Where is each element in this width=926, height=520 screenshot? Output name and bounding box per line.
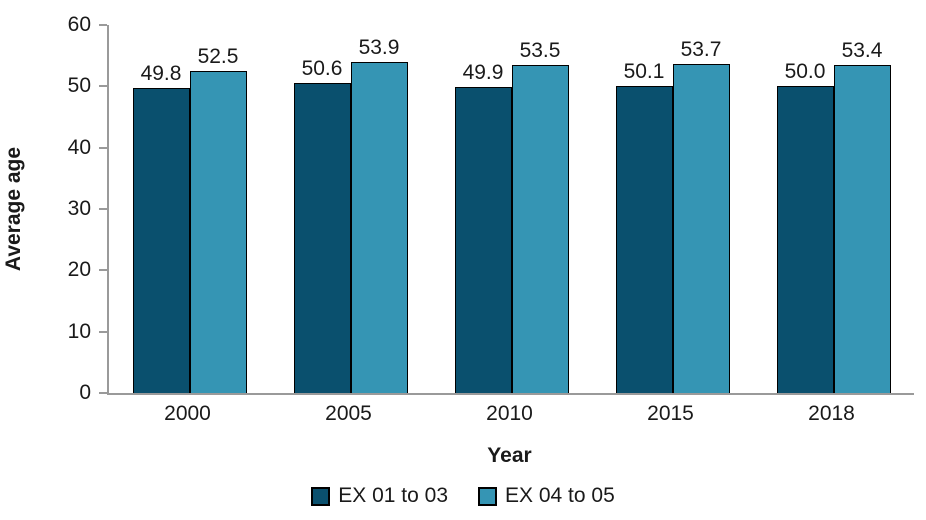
y-tick-label: 30 [67,197,91,220]
bar-ex-01-to-03-2018 [776,86,834,393]
bar-group-2015: 50.1 53.7 [592,25,753,393]
bar-ex-04-to-05-2010 [511,64,569,393]
bar-ex-01-to-03-2000 [132,87,190,393]
x-tick-label-2018: 2018 [808,402,855,425]
y-tick-label: 0 [79,381,91,404]
bar-ex-04-to-05-2015 [672,63,730,393]
bar-value-label: 53.5 [519,38,561,62]
plot-area: 0 10 20 30 40 50 60 49.8 52.5 50.6 53.9 49.9 53.5 50… [68,14,914,404]
bar-ex-04-to-05-2000 [189,71,247,393]
bar-value-label: 49.8 [140,61,182,85]
bar-group-2000: 49.8 52.5 [109,25,270,393]
bar-ex-01-to-03-2005 [293,82,351,393]
bar-value-label: 53.4 [841,39,883,63]
bar-ex-01-to-03-2015 [615,85,673,393]
bar-value-label: 53.9 [358,36,400,60]
bar-group-2010: 49.9 53.5 [431,25,592,393]
bar-wrap: 49.8 [132,63,190,393]
bar-wrap: 52.5 [189,46,247,393]
y-tick-label: 40 [67,135,91,159]
x-tick-label-2005: 2005 [325,402,372,425]
x-tick-label-2000: 2000 [164,402,211,425]
x-tick-label-2010: 2010 [486,402,533,425]
bar-wrap: 50.1 [615,61,673,393]
y-tick-label: 60 [67,13,91,36]
bar-value-label: 50.0 [784,60,826,84]
y-tick-mark [99,392,107,394]
bar-wrap: 53.5 [511,40,569,393]
bar-wrap: 53.4 [833,40,891,393]
bar-value-label: 50.6 [301,56,343,80]
x-axis-title: Year [487,444,532,467]
bar-value-label: 53.7 [680,37,722,61]
legend-item: EX 01 to 03 [311,484,448,508]
legend-swatch [311,486,331,506]
bar-ex-04-to-05-2018 [833,65,891,393]
x-tick-label-2015: 2015 [647,402,694,425]
bar-value-label: 50.1 [623,59,665,83]
bar-group-2018: 50.0 53.4 [753,25,914,393]
y-axis-title: Average age [2,146,25,272]
y-tick-label: 20 [67,258,91,282]
y-tick-label: 50 [67,74,91,98]
legend: EX 01 to 03 EX 04 to 05 [0,484,926,508]
bar-wrap: 49.9 [454,62,512,393]
x-axis-tick-labels: 2000 2005 2010 2015 2018 [107,402,912,426]
legend-item: EX 04 to 05 [478,484,615,508]
bar-groups: 49.8 52.5 50.6 53.9 49.9 53.5 50.1 53.7 50.0 53.4 [109,25,914,393]
y-tick-mark [99,24,107,26]
legend-label: EX 04 to 05 [505,484,615,507]
bar-ex-04-to-05-2005 [350,62,408,393]
y-tick-mark [99,146,107,149]
y-tick-label: 10 [67,319,91,343]
bar-group-2005: 50.6 53.9 [270,25,431,393]
y-tick-mark [99,330,107,333]
legend-label: EX 01 to 03 [338,484,448,507]
y-tick-mark [99,208,107,210]
bar-wrap: 50.6 [293,58,351,393]
bar-ex-01-to-03-2010 [454,86,512,393]
y-tick-mark [99,85,107,88]
bar-wrap: 53.9 [350,37,408,393]
legend-swatch [478,486,497,506]
bar-value-label: 52.5 [197,45,239,68]
bar-wrap: 53.7 [672,39,730,393]
bar-value-label: 49.9 [462,60,504,84]
y-tick-mark [99,269,107,272]
bar-wrap: 50.0 [776,61,834,393]
